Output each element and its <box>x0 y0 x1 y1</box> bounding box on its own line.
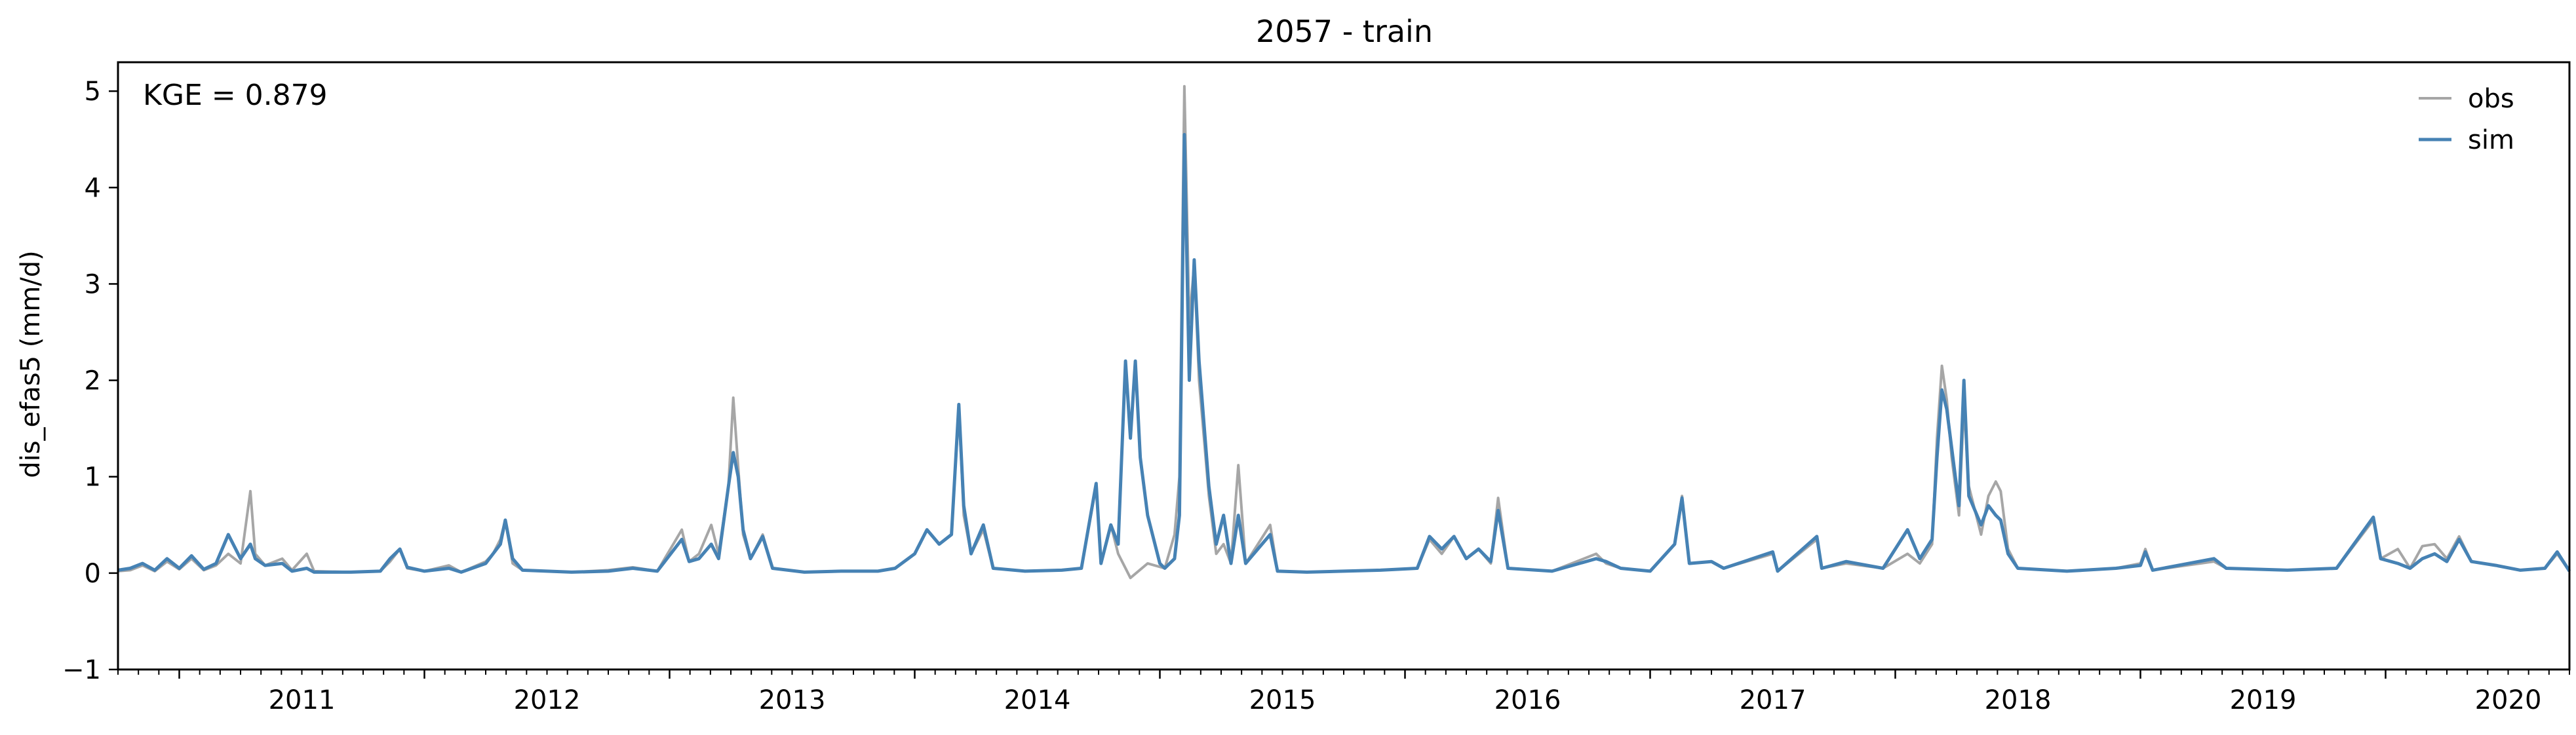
y-tick-label: 4 <box>85 173 101 203</box>
x-tick-label: 2016 <box>1494 685 1561 715</box>
y-tick-label: 1 <box>85 462 101 493</box>
chart-title: 2057 - train <box>1256 14 1433 49</box>
x-tick-label: 2019 <box>2230 685 2297 715</box>
y-tick-label: 3 <box>85 269 101 299</box>
y-tick-label: 2 <box>85 366 101 396</box>
x-tick-label: 2011 <box>269 685 336 715</box>
legend: obs sim <box>2419 84 2514 155</box>
x-tick-label: 2015 <box>1249 685 1316 715</box>
y-axis-label: dis_efas5 (mm/d) <box>16 250 46 478</box>
legend-obs-label: obs <box>2468 84 2514 114</box>
legend-sim-label: sim <box>2468 125 2514 155</box>
series-line-obs <box>117 85 2571 580</box>
y-tick-label: −1 <box>62 655 101 685</box>
x-tick-label: 2020 <box>2475 685 2542 715</box>
x-tick-label: 2013 <box>759 685 826 715</box>
series-line-sim <box>117 132 2571 574</box>
x-tick-label: 2012 <box>514 685 581 715</box>
plot-frame <box>117 61 2571 671</box>
y-tick-label: 0 <box>85 559 101 589</box>
plot-area: −1 0 1 2 3 4 5 2011 2012 2013 2014 2015 2016 2017 2018… <box>62 61 2571 715</box>
y-tick-label: 5 <box>85 77 101 107</box>
kge-annotation: KGE = 0.879 <box>143 79 328 112</box>
x-tick-label: 2018 <box>1985 685 2052 715</box>
x-tick-label: 2014 <box>1004 685 1071 715</box>
x-tick-label: 2017 <box>1740 685 1806 715</box>
